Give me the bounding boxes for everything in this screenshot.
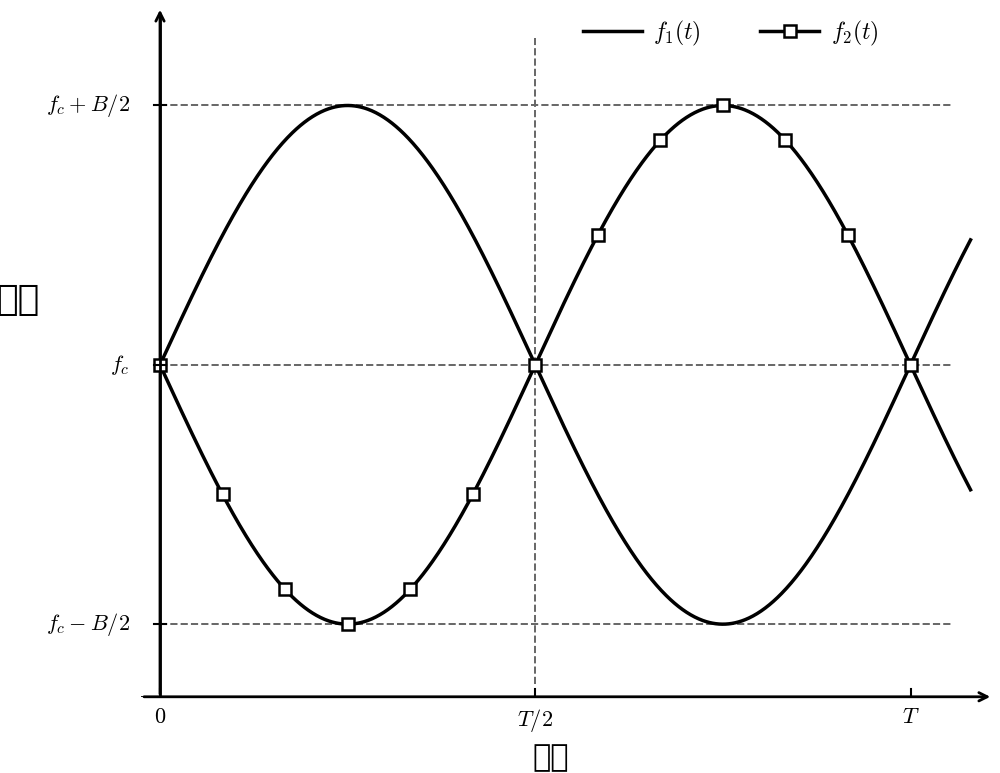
Text: $f_c+B/2$: $f_c+B/2$	[46, 92, 130, 119]
Text: $f_c$: $f_c$	[110, 352, 130, 376]
Text: 频率: 频率	[0, 283, 39, 317]
Text: $T$: $T$	[902, 707, 919, 727]
Text: $T/2$: $T/2$	[517, 707, 553, 734]
Text: 时间: 时间	[532, 744, 569, 772]
Text: $0$: $0$	[154, 707, 166, 727]
Text: $f_c-B/2$: $f_c-B/2$	[46, 611, 130, 638]
Legend: $f_1(t)$, $f_2(t)$: $f_1(t)$, $f_2(t)$	[583, 19, 879, 48]
